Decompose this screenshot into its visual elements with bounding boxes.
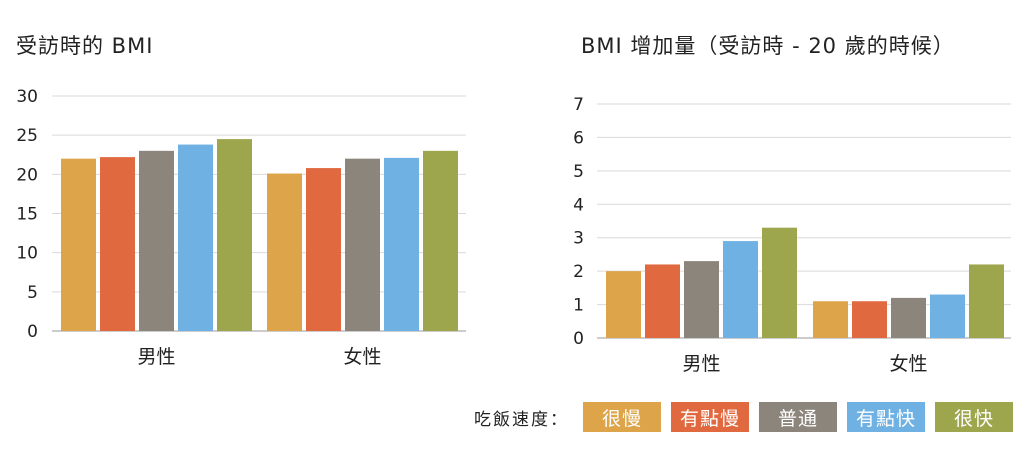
right-bar-0-3 (723, 241, 758, 338)
left-y-tick-label: 25 (16, 126, 38, 146)
right-bar-1-0 (813, 301, 848, 338)
right-bar-0-1 (645, 264, 680, 338)
legend: 吃飯速度： 很慢 有點慢 普通 有點快 很快 (474, 402, 1023, 432)
left-chart-title: 受訪時的 BMI (16, 34, 154, 58)
legend-item-very-fast: 很快 (935, 402, 1013, 432)
left-bar-0-2 (139, 150, 174, 331)
legend-item-very-slow: 很慢 (583, 402, 661, 432)
left-bar-1-4 (423, 150, 458, 331)
left-bar-0-4 (217, 139, 252, 331)
left-y-tick-label: 20 (16, 165, 38, 185)
left-y-tick-label: 15 (16, 205, 38, 225)
legend-item-slightly-fast: 有點快 (847, 402, 925, 432)
right-bar-0-4 (762, 227, 797, 338)
right-y-tick-label: 0 (573, 329, 584, 349)
left-bar-0-0 (61, 158, 96, 331)
right-bar-0-0 (606, 271, 641, 338)
right-y-tick-label: 3 (573, 229, 584, 249)
right-y-tick-label: 5 (573, 162, 584, 182)
right-bar-1-2 (891, 297, 926, 338)
left-bar-0-3 (178, 144, 213, 331)
right-bar-1-4 (969, 264, 1004, 338)
left-y-tick-label: 5 (27, 283, 38, 303)
left-bar-0-1 (100, 157, 135, 331)
right-y-tick-label: 6 (573, 128, 584, 148)
right-y-tick-label: 2 (573, 262, 584, 282)
left-bar-1-1 (306, 168, 341, 331)
left-bar-1-0 (267, 173, 302, 331)
right-bar-0-2 (684, 261, 719, 338)
legend-item-normal: 普通 (759, 402, 837, 432)
right-bar-1-1 (852, 301, 887, 338)
left-category-label: 男性 (137, 346, 175, 368)
right-y-tick-label: 4 (573, 195, 584, 215)
legend-title: 吃飯速度： (474, 409, 569, 430)
left-category-label: 女性 (343, 346, 381, 368)
right-category-label: 女性 (889, 353, 927, 375)
right-category-label: 男性 (682, 353, 720, 375)
left-bar-1-3 (384, 157, 419, 331)
right-y-tick-label: 1 (573, 296, 584, 316)
left-y-tick-label: 0 (27, 322, 38, 342)
right-y-tick-label: 7 (573, 95, 584, 115)
left-y-tick-label: 30 (16, 87, 38, 107)
right-bar-1-3 (930, 294, 965, 338)
legend-item-slightly-slow: 有點慢 (671, 402, 749, 432)
left-y-tick-label: 10 (16, 244, 38, 264)
right-chart-title: BMI 增加量（受訪時 - 20 歲的時候） (581, 34, 955, 58)
left-bar-1-2 (345, 158, 380, 331)
